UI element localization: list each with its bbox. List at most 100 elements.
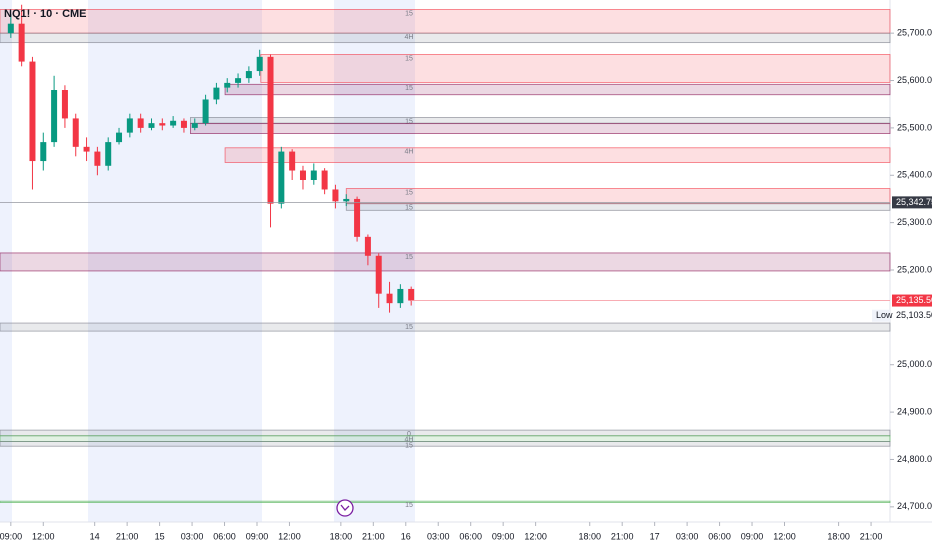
candle-body xyxy=(105,142,112,166)
x-tick-label: 03:00 xyxy=(676,531,699,541)
candle-body xyxy=(278,151,285,204)
candle-body xyxy=(191,123,198,128)
candle-body xyxy=(126,118,133,133)
candle-body xyxy=(364,236,371,256)
x-tick-label: 21:00 xyxy=(860,531,883,541)
zone-label: 15 xyxy=(405,85,413,92)
x-tick-label: 09:00 xyxy=(492,531,515,541)
candles xyxy=(7,4,415,313)
x-tick-label: 12:00 xyxy=(32,531,55,541)
x-tick-label: 09:00 xyxy=(741,531,764,541)
session-shade xyxy=(0,0,12,522)
candle-body xyxy=(299,170,306,180)
candle-body xyxy=(72,118,79,147)
zone-label: 15 xyxy=(405,205,413,212)
x-tick-label: 03:00 xyxy=(427,531,450,541)
zone xyxy=(345,188,891,205)
zone-label: 15 xyxy=(405,10,413,17)
zone-label: 15 xyxy=(405,118,413,125)
zone xyxy=(224,83,891,96)
zone xyxy=(260,54,891,83)
x-tick-label: 21:00 xyxy=(116,531,139,541)
candle-body xyxy=(61,90,68,119)
candle-body xyxy=(354,198,361,237)
candle-body xyxy=(83,146,90,152)
zone xyxy=(0,435,891,442)
candle-body xyxy=(116,132,123,143)
x-tick-label: 18:00 xyxy=(827,531,850,541)
zone-label: 15 xyxy=(405,55,413,62)
zone-label: 15 xyxy=(405,189,413,196)
x-tick-label: 12:00 xyxy=(524,531,547,541)
x-tick-label: 16 xyxy=(401,531,411,541)
y-tick-label: 25,400.00 xyxy=(897,170,932,180)
zone xyxy=(224,147,891,163)
candle-body xyxy=(321,170,328,190)
y-tick-label: 25,000.00 xyxy=(897,359,932,369)
zone xyxy=(0,441,891,447)
price-label-box xyxy=(892,294,932,307)
candle-body xyxy=(7,23,14,34)
candle-body xyxy=(267,56,274,204)
zone xyxy=(0,322,891,332)
x-tick-label: 21:00 xyxy=(611,531,634,541)
candle-body xyxy=(213,87,220,100)
candle-body xyxy=(224,82,231,88)
zone xyxy=(0,429,891,437)
chart-title: NQ1! · 10 · CME xyxy=(4,8,87,20)
session-shade xyxy=(88,0,262,522)
x-tick-label: 12:00 xyxy=(278,531,301,541)
candle-body xyxy=(289,151,296,171)
candle-body xyxy=(94,151,101,166)
session-shade xyxy=(334,0,415,522)
zone xyxy=(190,117,891,124)
candle-body xyxy=(202,99,209,124)
candle-body xyxy=(375,255,382,294)
event-icon-arrow xyxy=(340,504,350,511)
candle-body xyxy=(159,123,166,126)
y-tick-label: 25,700.00 xyxy=(897,28,932,38)
x-tick-label: 18:00 xyxy=(578,531,601,541)
x-tick-label: 17 xyxy=(650,531,660,541)
zone-label: 4H xyxy=(405,437,414,444)
zone xyxy=(0,500,891,503)
candle-body xyxy=(310,170,317,180)
candle-body xyxy=(170,120,177,126)
event-icon[interactable] xyxy=(336,499,354,517)
candle-body xyxy=(29,61,36,162)
y-tick-label: 24,700.00 xyxy=(897,501,932,511)
x-tick-label: 06:00 xyxy=(459,531,482,541)
y-tick-label: 24,800.00 xyxy=(897,454,932,464)
candle-body xyxy=(148,123,155,128)
x-tick-label: 21:00 xyxy=(362,531,385,541)
candle-body xyxy=(180,120,187,128)
x-tick-label: 12:00 xyxy=(773,531,796,541)
price-label-box xyxy=(892,196,932,209)
zone-label: 15 xyxy=(405,442,413,449)
x-tick-label: 06:00 xyxy=(708,531,731,541)
candle-body xyxy=(408,288,415,301)
y-tick-label: 25,300.00 xyxy=(897,217,932,227)
zone-label: 15 xyxy=(405,502,413,509)
x-tick-label: 18:00 xyxy=(330,531,353,541)
zone xyxy=(190,123,891,134)
y-tick-label: 25,200.00 xyxy=(897,264,932,274)
y-tick-label: 25,600.00 xyxy=(897,75,932,85)
price-label: 25,103.50 xyxy=(896,310,932,320)
zone-label: 0 xyxy=(407,431,411,438)
candle-body xyxy=(397,288,404,304)
zone xyxy=(0,9,891,34)
price-label: 25,342.75 xyxy=(896,197,932,207)
price-label-box xyxy=(892,309,932,322)
candle-body xyxy=(40,142,47,162)
zone xyxy=(0,32,891,44)
zone-label: 15 xyxy=(405,324,413,331)
zone-label: 4H xyxy=(405,149,414,156)
candle-body xyxy=(18,23,25,62)
zone-label: 15 xyxy=(405,254,413,261)
y-tick-label: 24,900.00 xyxy=(897,406,932,416)
y-tick-label: 25,500.00 xyxy=(897,122,932,132)
candle-body xyxy=(332,189,339,202)
price-tag-box xyxy=(872,309,890,322)
